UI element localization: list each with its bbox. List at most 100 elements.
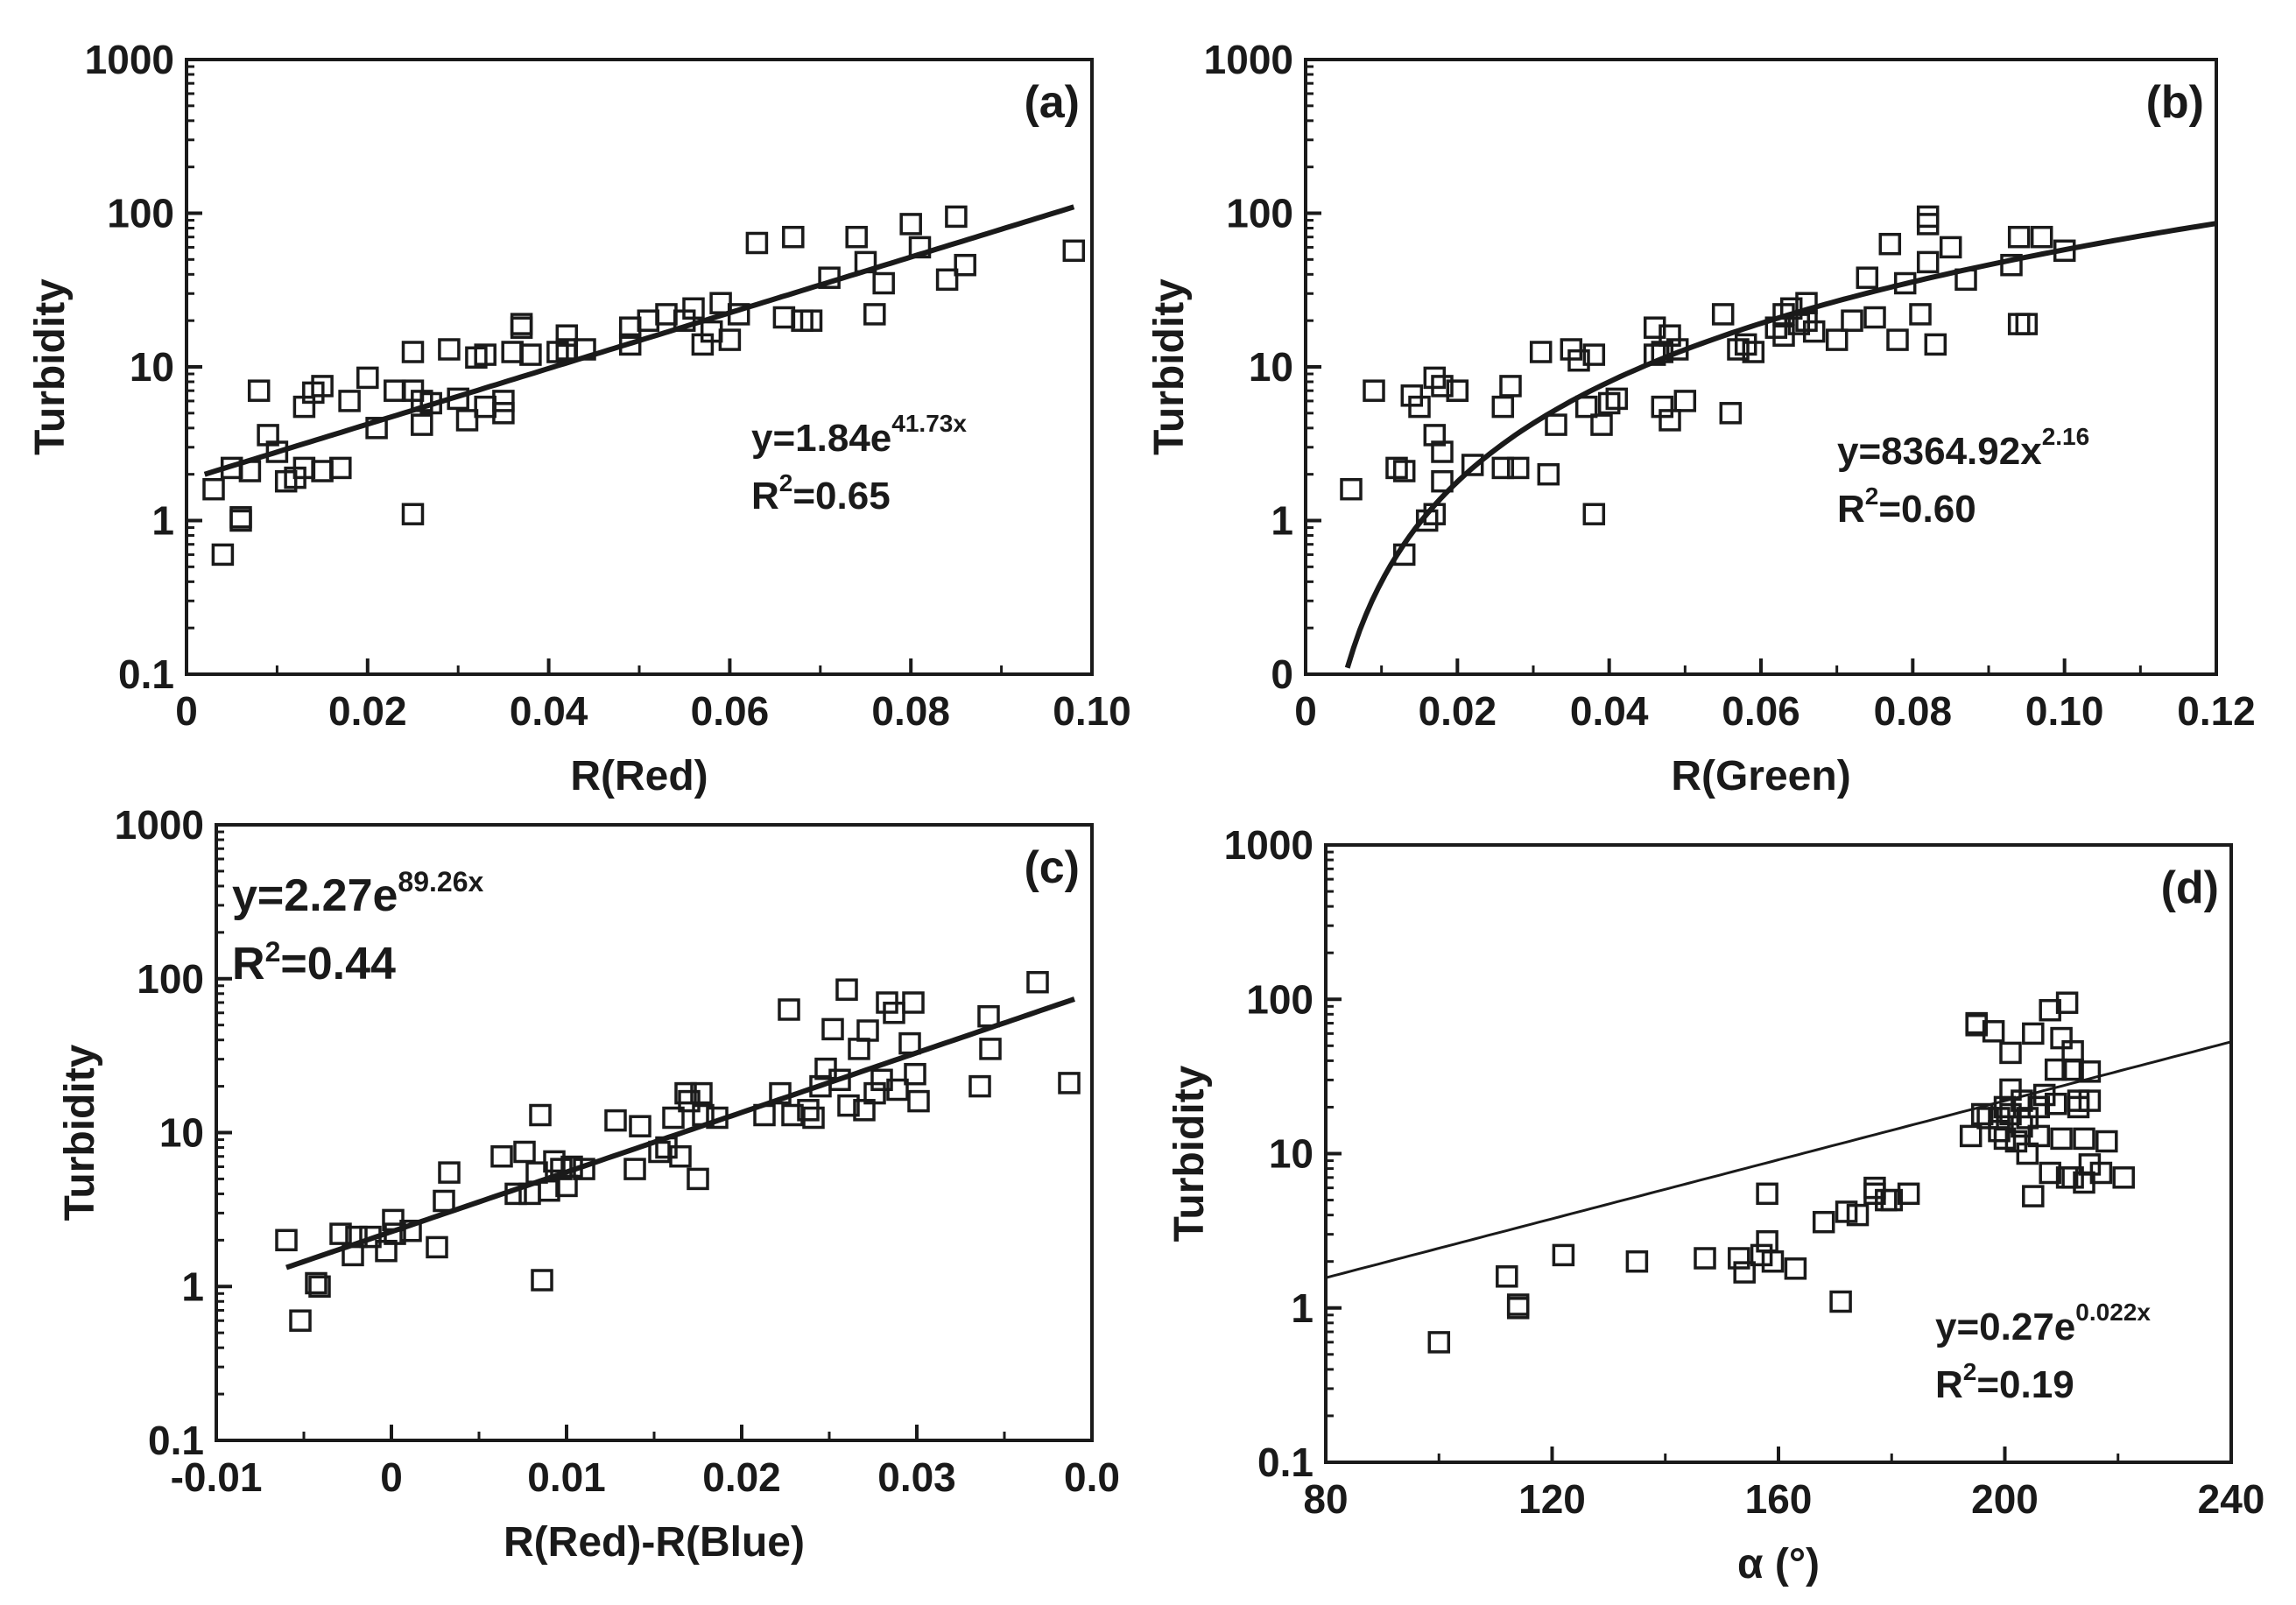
data-point <box>1993 1127 2017 1151</box>
y-tick-label: 100 <box>1226 191 1293 236</box>
data-point <box>782 225 805 249</box>
y-tick-label: 1000 <box>115 802 204 848</box>
data-markers <box>1340 205 2076 567</box>
fit-equation: y=0.27e0.022x <box>1935 1299 2151 1348</box>
r-squared-value: =0.44 <box>280 939 396 989</box>
data-point <box>1590 413 1613 436</box>
fit-equation: y=8364.92x2.16 <box>1837 423 2089 473</box>
data-point <box>821 1017 844 1041</box>
panel-c: 0.1 1 10 100 1000 -0.01 0 0.01 0.02 0.03 0.0 R(Red)… <box>57 802 1120 1566</box>
data-point <box>1499 375 1522 398</box>
data-point <box>1643 343 1666 366</box>
data-point <box>802 1106 825 1130</box>
y-tick-label: 0.1 <box>118 651 174 697</box>
data-point <box>238 460 262 482</box>
data-point <box>1567 348 1590 372</box>
data-point <box>513 1140 536 1164</box>
data-point <box>1625 1250 1649 1273</box>
data-point <box>2022 1022 2045 1045</box>
data-point <box>1841 309 1863 332</box>
data-point <box>438 338 461 361</box>
x-tick-label: 0.04 <box>1570 688 1649 734</box>
data-point <box>1959 1124 1983 1148</box>
data-point <box>492 390 515 412</box>
data-point <box>1415 509 1439 532</box>
data-point <box>1537 462 1560 486</box>
data-point <box>935 268 959 292</box>
data-point <box>618 333 642 356</box>
fit-equation-exponent: 41.73x <box>891 410 967 437</box>
data-point <box>560 1155 583 1179</box>
x-tick-label: 0.0 <box>1064 1454 1120 1500</box>
data-point <box>265 440 289 463</box>
x-tick-label: 0.10 <box>1053 688 1131 734</box>
data-markers <box>1427 991 2135 1354</box>
data-point <box>1733 1261 1756 1284</box>
data-point <box>690 1081 713 1105</box>
y-tick-label: 0.1 <box>148 1418 204 1463</box>
data-point <box>1764 316 1788 339</box>
data-point <box>2044 1092 2067 1116</box>
data-point <box>2078 1060 2102 1083</box>
data-point <box>1939 236 1962 259</box>
data-point <box>848 1038 870 1060</box>
x-tick-label: 0.01 <box>527 1454 606 1500</box>
panel-label: (a) <box>1024 77 1080 128</box>
data-point <box>501 341 524 363</box>
data-point <box>954 253 976 277</box>
data-point <box>2027 1124 2051 1148</box>
data-point <box>1506 456 1530 480</box>
fit-equation: y=2.27e89.26x <box>232 866 484 921</box>
data-point <box>682 297 705 320</box>
data-point <box>709 292 732 314</box>
data-point <box>1734 333 1757 356</box>
data-point <box>1916 205 1940 229</box>
data-point <box>1727 338 1750 361</box>
data-point <box>835 978 858 1001</box>
data-point <box>538 1179 560 1202</box>
data-point <box>202 477 225 501</box>
y-axis-title: Turbidity <box>27 278 74 455</box>
data-point <box>308 1275 331 1299</box>
r-squared: R2=0.44 <box>232 936 396 989</box>
data-point <box>1812 1210 1835 1234</box>
data-point <box>2007 313 2031 335</box>
data-point <box>555 324 579 347</box>
x-tick-label: 0 <box>1294 688 1317 734</box>
data-point <box>1062 239 1086 263</box>
plot-frame <box>185 58 1094 676</box>
data-point <box>669 1144 692 1168</box>
data-point <box>1829 1290 1852 1313</box>
r-squared-value: =0.60 <box>1878 488 1976 531</box>
data-point <box>1970 1102 1994 1126</box>
r-squared-exponent: 2 <box>1963 1358 1977 1385</box>
data-point <box>818 266 841 289</box>
data-point <box>1431 440 1454 463</box>
y-axis-title: Turbidity <box>1166 1065 1213 1242</box>
data-point <box>2067 1095 2090 1119</box>
data-point <box>778 998 800 1021</box>
data-point <box>1597 391 1621 415</box>
r-squared: R2=0.65 <box>751 469 891 517</box>
data-point <box>359 1225 382 1249</box>
data-point <box>678 1089 701 1113</box>
data-point <box>543 1150 566 1173</box>
data-point <box>229 509 252 532</box>
data-point <box>1659 409 1681 432</box>
data-point <box>1779 297 1803 320</box>
data-point <box>1795 292 1818 314</box>
r-squared: R2=0.19 <box>1935 1358 2074 1406</box>
data-point <box>1924 333 1947 356</box>
fit-equation-base: y=2.27e <box>232 870 398 921</box>
data-point <box>1728 1247 1750 1270</box>
data-point <box>247 379 271 402</box>
data-point <box>1651 341 1674 363</box>
data-point <box>908 236 932 259</box>
data-point <box>1392 460 1416 482</box>
x-tick-label: 160 <box>1745 1476 1813 1522</box>
data-point <box>2061 1166 2084 1189</box>
data-point <box>574 338 596 361</box>
data-point <box>1491 456 1515 480</box>
data-point <box>2027 1095 2051 1119</box>
data-point <box>2050 1127 2073 1151</box>
